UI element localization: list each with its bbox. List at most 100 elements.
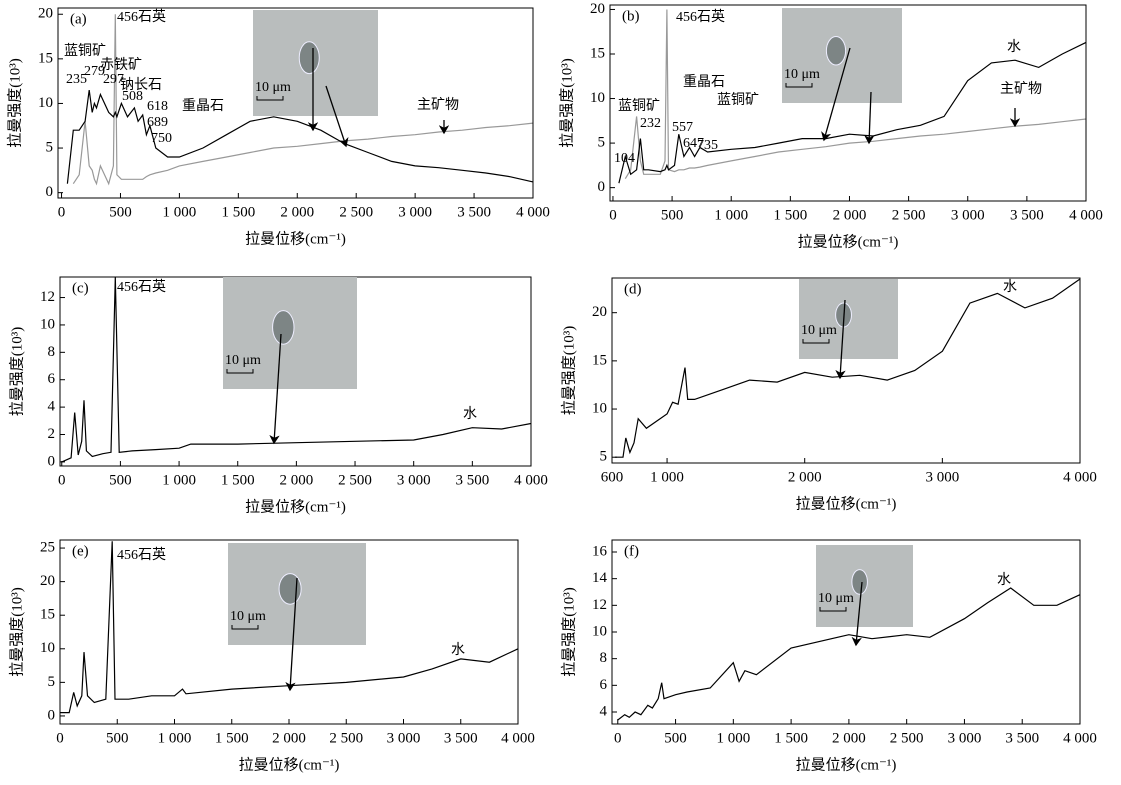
y-tick-label: 10 xyxy=(38,95,53,111)
annotation: 赤铁矿 xyxy=(100,57,142,73)
y-tick-label: 15 xyxy=(38,50,53,66)
x-tick-label: 500 xyxy=(109,472,132,488)
y-tick-label: 20 xyxy=(592,304,607,320)
panel: 600 1 000 2 000 3 000 4 000 5 10 15 20 拉曼位移(cm⁻¹)… xyxy=(560,277,1097,512)
y-axis-label: 拉曼强度(10³) xyxy=(560,326,577,416)
arrow xyxy=(285,577,298,692)
scale-label: 10 μm xyxy=(225,353,261,368)
annotation: 水 xyxy=(451,642,465,658)
x-tick-label: 500 xyxy=(664,730,687,746)
x-tick-label: 2 500 xyxy=(338,472,372,488)
x-tick-label: 1 000 xyxy=(650,469,684,485)
x-tick-label: 1 000 xyxy=(162,472,196,488)
panel-label: (f) xyxy=(624,543,639,559)
x-tick-label: 0 xyxy=(58,204,66,220)
y-tick-label: 10 xyxy=(40,640,55,656)
annotation: 279 xyxy=(84,64,105,79)
scale-bar xyxy=(231,625,259,630)
x-tick-label: 3 000 xyxy=(398,204,432,220)
plot-frame xyxy=(609,4,1087,202)
panel-label: (d) xyxy=(624,281,642,297)
y-tick-label: 4 xyxy=(600,703,608,719)
spectrum-line xyxy=(60,541,519,714)
x-tick-label: 2 000 xyxy=(280,472,314,488)
x-tick-label: 500 xyxy=(109,204,132,220)
x-tick-label: 3 000 xyxy=(387,730,421,746)
plot-frame xyxy=(611,277,1081,464)
arrow xyxy=(851,581,863,647)
annotation: 水 xyxy=(1007,39,1021,55)
x-tick-label: 3 000 xyxy=(948,730,982,746)
annotation: 蓝铜矿 xyxy=(64,43,106,59)
y-tick-label: 6 xyxy=(600,677,608,693)
spectrum-line xyxy=(624,9,1087,180)
scale-label: 10 μm xyxy=(801,323,837,338)
y-tick-label: 8 xyxy=(600,650,608,666)
annotation: 557 xyxy=(672,120,693,135)
arrow xyxy=(325,85,349,148)
x-tick-label: 1 500 xyxy=(215,730,249,746)
annotation: 水 xyxy=(463,406,477,422)
spectrum-line xyxy=(61,276,532,463)
spectrum-line xyxy=(66,90,534,184)
panel: 0 500 1 000 1 500 2 000 2 500 3 000 3 500 4 000 0… xyxy=(558,1,1102,251)
x-tick-label: 1 500 xyxy=(774,730,808,746)
panel-label: (a) xyxy=(70,11,87,27)
x-tick-label: 4 000 xyxy=(1063,469,1097,485)
x-tick-label: 1 000 xyxy=(714,207,748,223)
inclusion xyxy=(851,569,868,595)
spectrum-line xyxy=(72,14,534,186)
annotation: 456石英 xyxy=(117,546,166,563)
scale-label: 10 μm xyxy=(784,67,820,82)
inclusion xyxy=(278,573,302,605)
x-axis-label: 拉曼位移(cm⁻¹) xyxy=(796,495,897,512)
x-tick-label: 3 500 xyxy=(1010,207,1044,223)
spectrum-line xyxy=(618,41,1087,184)
annotation: 618 xyxy=(147,99,168,114)
y-tick-label: 14 xyxy=(592,570,608,586)
panel: 0 500 1 000 1 500 2 000 2 500 3 000 3 500 4 000 4… xyxy=(560,539,1097,773)
annotation: 钠长石 xyxy=(120,77,162,93)
x-tick-label: 2 000 xyxy=(832,730,866,746)
y-tick-label: 16 xyxy=(592,543,608,559)
y-tick-label: 15 xyxy=(590,45,605,61)
annotation: 456石英 xyxy=(117,278,166,295)
annotation: 508 xyxy=(122,89,143,104)
y-axis-label: 拉曼强度(10³) xyxy=(558,58,575,148)
y-tick-label: 10 xyxy=(592,400,607,416)
annotation: 232 xyxy=(640,116,661,131)
y-axis-label: 拉曼强度(10³) xyxy=(8,587,25,677)
y-tick-label: 5 xyxy=(48,674,56,690)
x-tick-label: 0 xyxy=(58,472,66,488)
x-tick-label: 1 000 xyxy=(158,730,192,746)
annotation: 456石英 xyxy=(117,8,166,25)
x-tick-label: 3 000 xyxy=(951,207,985,223)
annotation: 689 xyxy=(147,115,168,130)
y-tick-label: 2 xyxy=(48,426,56,442)
annotation: 水 xyxy=(1003,279,1017,295)
y-tick-label: 25 xyxy=(40,539,55,555)
annotation: 750 xyxy=(151,131,172,146)
x-tick-label: 2 000 xyxy=(280,204,314,220)
x-tick-label: 2 500 xyxy=(890,730,924,746)
y-tick-label: 5 xyxy=(46,139,54,155)
y-axis-label: 拉曼强度(10³) xyxy=(6,58,23,148)
y-tick-label: 15 xyxy=(592,352,607,368)
x-axis-label: 拉曼位移(cm⁻¹) xyxy=(245,498,346,515)
inclusion xyxy=(825,36,847,66)
y-tick-label: 0 xyxy=(46,184,54,200)
x-axis-label: 拉曼位移(cm⁻¹) xyxy=(239,756,340,773)
x-tick-label: 2 000 xyxy=(833,207,867,223)
x-tick-label: 2 500 xyxy=(329,730,363,746)
x-tick-label: 0 xyxy=(56,730,64,746)
spectrum-line xyxy=(617,587,1081,721)
annotation: 104 xyxy=(614,151,635,166)
y-tick-label: 12 xyxy=(592,597,607,613)
y-axis-label: 拉曼强度(10³) xyxy=(8,327,25,417)
x-tick-label: 4 000 xyxy=(1063,730,1097,746)
y-tick-label: 12 xyxy=(40,289,55,305)
scale-label: 10 μm xyxy=(818,591,854,606)
panel: 0 500 1 000 1 500 2 000 2 500 3 000 3 500 4 000 0… xyxy=(8,276,548,515)
scale-bar xyxy=(802,339,830,344)
y-tick-label: 5 xyxy=(598,135,606,151)
